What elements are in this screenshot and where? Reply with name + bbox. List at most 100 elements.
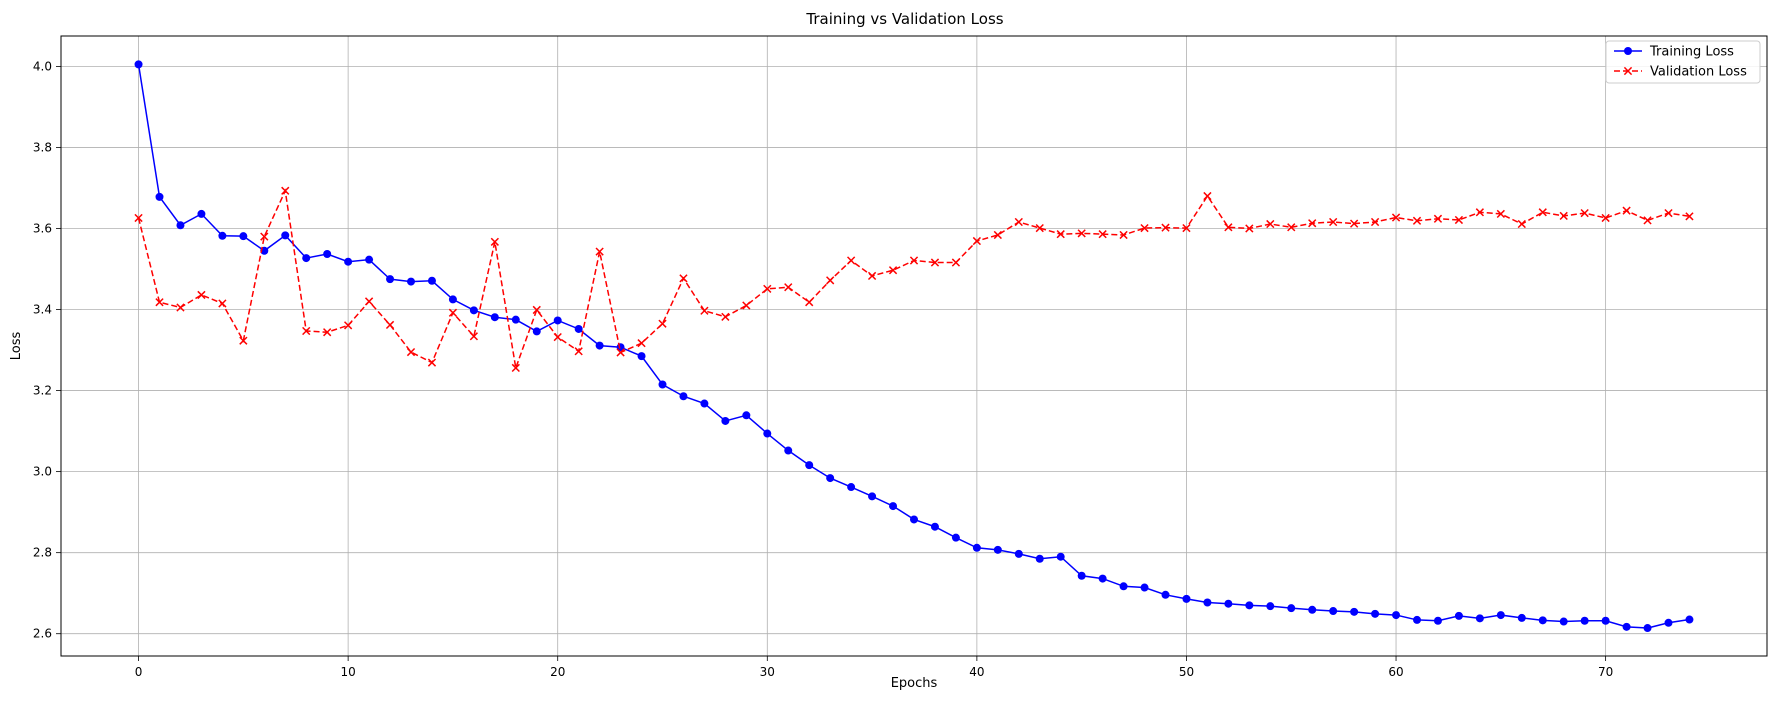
training-loss-point: [1308, 605, 1317, 614]
validation-loss-point: [1140, 223, 1149, 233]
training-loss-point: [679, 392, 688, 401]
training-loss-point: [595, 341, 604, 350]
validation-loss-point: [1475, 208, 1485, 217]
validation-loss-point: [427, 358, 437, 367]
validation-loss-point: [1601, 213, 1610, 223]
training-loss-point: [323, 250, 332, 259]
training-loss-point: [1098, 574, 1107, 583]
training-loss-point: [1622, 622, 1631, 631]
training-loss-point: [721, 416, 730, 425]
training-loss-point: [700, 399, 709, 408]
validation-loss-point: [1329, 217, 1338, 227]
training-loss-point: [365, 255, 374, 264]
training-loss-point: [1496, 611, 1505, 620]
validation-loss-point: [1287, 223, 1296, 232]
training-loss-point: [155, 192, 164, 201]
training-loss-point: [889, 502, 898, 511]
validation-loss-point: [1245, 224, 1254, 233]
validation-loss-point: [805, 298, 814, 307]
legend: Training Loss Validation Loss: [1605, 40, 1761, 84]
training-loss-point: [344, 257, 353, 266]
training-loss-point: [1371, 609, 1380, 618]
training-loss-point: [574, 324, 583, 333]
validation-loss-point: [406, 347, 416, 357]
validation-loss-point: [742, 301, 751, 310]
x-tick-label: 30: [760, 665, 775, 679]
validation-loss-point: [1412, 216, 1422, 225]
training-loss-point: [742, 411, 751, 420]
validation-loss-point: [1098, 230, 1107, 239]
validation-loss-point: [490, 237, 499, 246]
validation-loss-point: [763, 284, 772, 293]
training-loss-point: [1392, 611, 1401, 620]
training-loss-point: [1056, 552, 1065, 561]
x-axis-label: Epochs: [891, 676, 938, 691]
training-loss-point: [826, 474, 835, 483]
validation-loss-point: [1433, 214, 1443, 223]
x-tick-label: 50: [1179, 665, 1194, 679]
training-loss-point: [386, 275, 395, 284]
training-loss-point: [1266, 602, 1275, 611]
validation-loss-point: [1308, 219, 1317, 228]
training-loss-point: [239, 232, 248, 241]
validation-loss-point: [364, 297, 374, 306]
training-loss-point: [658, 380, 667, 389]
y-tick-label: 3.0: [33, 465, 52, 479]
training-loss-point: [1014, 549, 1023, 558]
validation-loss-point: [972, 236, 982, 246]
y-tick-label: 3.4: [33, 303, 52, 317]
legend-item-training-loss: Training Loss: [1614, 45, 1734, 60]
validation-loss-point: [1035, 223, 1044, 233]
training-loss-point: [868, 492, 877, 501]
training-loss-point: [1203, 598, 1212, 607]
validation-loss-point: [343, 321, 353, 330]
validation-loss-point: [721, 312, 730, 321]
validation-loss-point: [1203, 191, 1212, 201]
validation-loss-point: [1643, 216, 1652, 225]
validation-loss-point: [281, 186, 290, 195]
validation-loss-point: [595, 247, 604, 256]
validation-loss-point: [553, 332, 562, 342]
training-loss-point: [1580, 616, 1589, 625]
x-tick-label: 60: [1388, 665, 1403, 679]
validation-loss-point: [867, 271, 877, 281]
training-loss-point: [1433, 616, 1442, 625]
validation-loss-point: [888, 266, 898, 275]
validation-loss-point: [511, 363, 520, 373]
training-loss-point: [1601, 616, 1610, 625]
training-loss-point: [1643, 624, 1652, 633]
validation-loss-point: [951, 258, 961, 267]
training-loss-point: [1475, 614, 1484, 623]
x-tick-label: 40: [969, 665, 984, 679]
validation-loss-point: [1622, 206, 1631, 215]
training-loss-point: [1287, 604, 1296, 613]
validation-loss-point: [134, 213, 143, 223]
validation-loss-point: [1349, 219, 1359, 228]
y-tick-label: 3.6: [33, 221, 52, 235]
validation-loss-point: [700, 306, 709, 315]
training-loss-point: [1454, 611, 1463, 620]
validation-loss-point: [679, 274, 688, 283]
validation-loss-point: [176, 303, 185, 312]
validation-loss-point: [1496, 209, 1505, 219]
training-loss-point: [532, 327, 541, 336]
validation-loss-point: [1391, 213, 1401, 222]
validation-loss-point: [1538, 208, 1547, 217]
training-loss-point: [910, 515, 918, 524]
training-loss-point: [281, 231, 290, 240]
y-tick-label: 2.8: [33, 546, 52, 560]
y-axis-label: Loss: [9, 332, 24, 361]
legend-box: [1605, 40, 1761, 84]
validation-loss-point: [323, 328, 332, 337]
validation-loss-point: [1664, 208, 1673, 218]
validation-loss-point: [1119, 230, 1128, 240]
legend-label: Training Loss: [1649, 45, 1734, 60]
training-loss-point: [805, 461, 814, 470]
validation-loss-point: [1370, 217, 1380, 227]
training-loss-point: [763, 429, 772, 438]
validation-loss-point: [1056, 230, 1065, 239]
training-loss-point: [951, 533, 960, 542]
plot-frame: [60, 35, 1768, 657]
x-tick-label: 70: [1598, 665, 1613, 679]
